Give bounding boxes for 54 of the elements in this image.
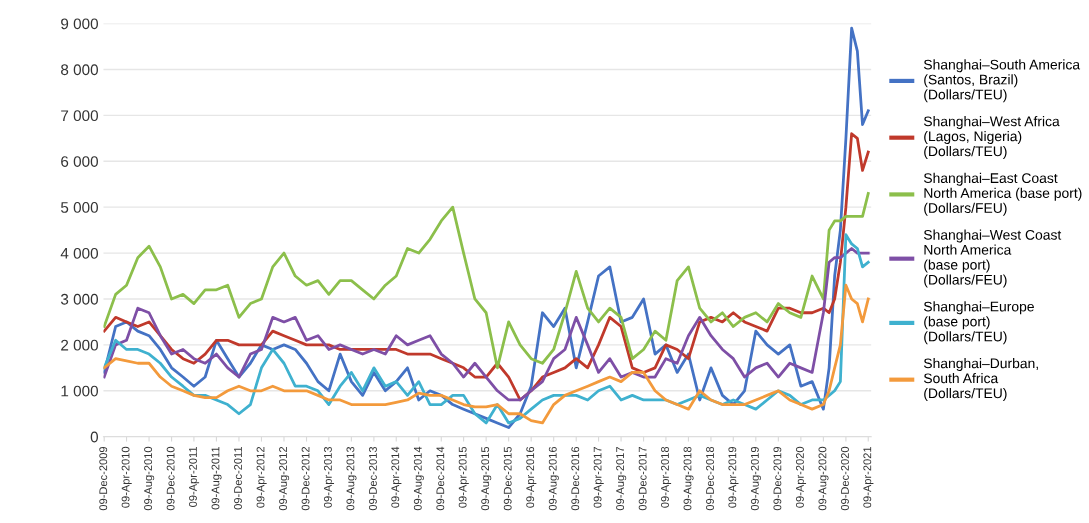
- x-tick-label: 09-Aug-2012: [279, 446, 290, 511]
- x-tick-label: 09-Apr-2017: [593, 446, 604, 508]
- x-tick-label: 09-Aug-2014: [413, 446, 424, 511]
- x-tick-label: 09-Apr-2011: [189, 446, 200, 507]
- x-tick-label: 09-Dec-2010: [166, 446, 175, 511]
- line-series: [103, 283, 870, 425]
- x-tick-label: 09-Dec-2012: [301, 446, 310, 511]
- x-tick-label: 09-Aug-2019: [750, 446, 761, 511]
- x-tick-label: 09-Dec-2016: [571, 446, 580, 511]
- x-tick-label: 09-Dec-2011: [234, 446, 242, 510]
- x-tick-label: 09-Aug-2015: [481, 446, 492, 511]
- line-series: [103, 247, 870, 402]
- x-tick-label: 09-Dec-2018: [706, 446, 714, 511]
- x-tick-label: 09-Apr-2021: [863, 446, 874, 508]
- y-tick-label: 2 000: [61, 339, 98, 351]
- x-tick-label: 09-Apr-2012: [256, 446, 267, 508]
- y-tick-label: 6 000: [61, 156, 98, 167]
- x-tick-label: 09-Aug-2013: [346, 446, 357, 511]
- x-tick-label: 09-Apr-2019: [728, 446, 739, 508]
- y-tick-label: 7 000: [61, 110, 98, 122]
- x-tick-label: 09-Aug-2018: [683, 446, 694, 511]
- legend-label: Shanghai–South America (Santos, Brazil) (Dollars/TEU): [923, 59, 1081, 103]
- y-tick-label: 3 000: [60, 293, 98, 305]
- x-tick-label: 09-Dec-2015: [503, 446, 512, 511]
- x-tick-label: 09-Apr-2016: [526, 446, 537, 508]
- legend-label: Shanghai–East Coast North America (base port) (Dollars/FEU): [923, 172, 1082, 216]
- x-tick-label: 09-Dec-2014: [436, 446, 445, 511]
- x-tick-label: 09-Aug-2016: [548, 446, 559, 511]
- x-tick-label: 09-Apr-2015: [458, 446, 469, 508]
- x-tick-label: 09-Aug-2010: [144, 446, 155, 511]
- x-tick-label: 09-Aug-2017: [616, 446, 627, 511]
- y-tick-label: 1 000: [61, 385, 98, 397]
- x-tick-label: 09-Dec-2013: [369, 446, 377, 511]
- x-tick-label: 09-Dec-2009: [99, 446, 108, 511]
- x-tick-label: 09-Apr-2013: [323, 446, 335, 508]
- line-series: [103, 192, 870, 370]
- legend-label: Shanghai–Europe (base port) (Dollars/TEU): [923, 301, 1034, 345]
- x-tick-label: 09-Dec-2019: [773, 446, 782, 511]
- x-tick-label: 09-Dec-2020: [841, 446, 849, 511]
- legend-label: Shanghai–West Africa (Lagos, Nigeria) (Dollars/TEU): [923, 116, 1060, 159]
- x-tick-label: 09-Apr-2014: [391, 446, 402, 508]
- y-tick-label: 0: [90, 431, 98, 443]
- x-tick-label: 09-Apr-2018: [661, 446, 672, 508]
- x-tick-label: 09-Aug-2020: [818, 446, 829, 511]
- y-tick-label: 8 000: [61, 64, 98, 76]
- x-tick-label: 09-Dec-2017: [638, 446, 647, 511]
- x-tick-label: 09-Apr-2020: [795, 446, 807, 508]
- legend-label: Shanghai–West Coast North America (base port) (Dollars/FEU): [923, 229, 1062, 288]
- y-tick-label: 9 000: [61, 18, 98, 30]
- x-tick-label: 09-Apr-2010: [121, 446, 132, 508]
- legend-label: Shanghai–Durban, South Africa (Dollars/TEU): [923, 358, 1038, 401]
- y-tick-label: 5 000: [60, 202, 98, 213]
- y-tick-label: 4 000: [60, 247, 98, 259]
- x-tick-label: 09-Aug-2011: [211, 446, 222, 510]
